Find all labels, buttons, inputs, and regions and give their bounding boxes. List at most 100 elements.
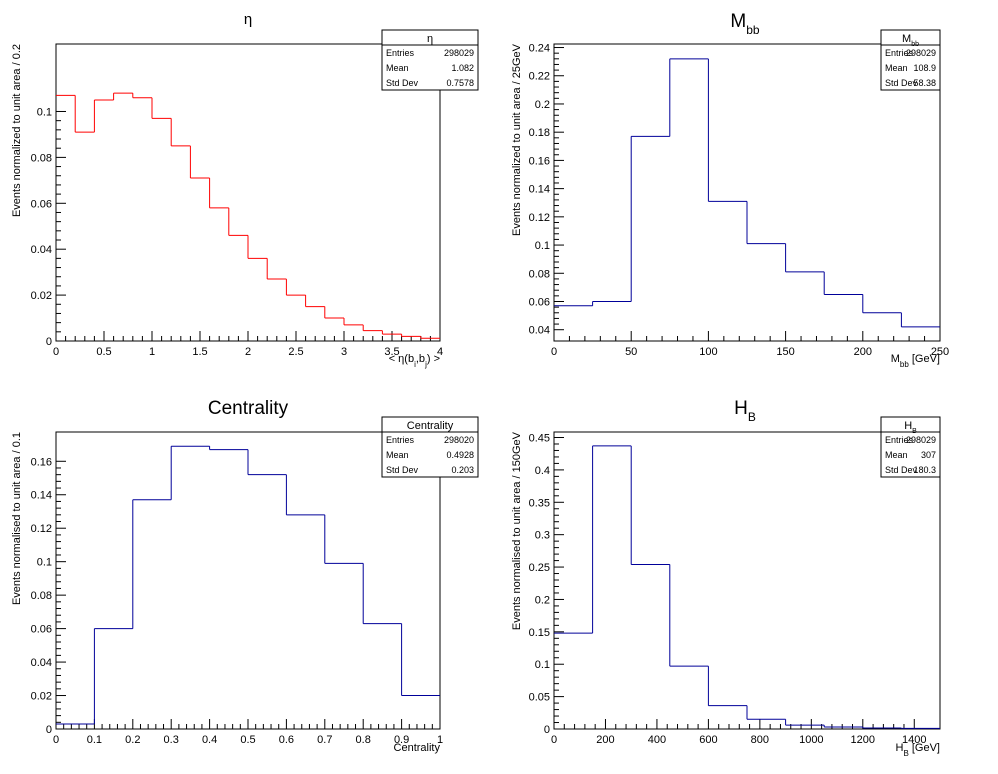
y-tick-label: 0.04: [529, 325, 550, 337]
stats-box: Centrality Entries 298020 Mean 0.4928 Std Dev…: [381, 416, 479, 478]
stats-box-frame: [880, 416, 941, 478]
x-tick-label: 0.8: [356, 734, 371, 746]
y-tick-label: 0.04: [31, 657, 52, 669]
y-tick-label: 0.16: [529, 155, 550, 167]
stats-value: 1.082: [451, 63, 474, 73]
stats-key: Mean: [386, 450, 409, 460]
x-tick-label: 100: [699, 346, 717, 358]
stats-box-frame: [381, 29, 479, 91]
y-tick-label: 0.02: [31, 691, 52, 703]
x-tick-label: 2.5: [288, 346, 303, 358]
y-tick-label: 0.12: [529, 212, 550, 224]
stats-value: 180.3: [913, 465, 936, 475]
x-tick-label: 0.6: [279, 734, 294, 746]
y-tick-label: 0.08: [31, 152, 52, 164]
x-tick-label: 0.1: [87, 734, 102, 746]
y-tick-label: 0.35: [529, 497, 550, 509]
stats-key: Entries: [885, 48, 914, 58]
y-tick-label: 0.14: [529, 184, 550, 196]
stats-box-title: η: [427, 33, 433, 45]
x-tick-label: 4: [437, 346, 443, 358]
chart-panel-4: 0 0.05 0.1 0.15 0.2 0.25 0.3 0.35 0.4 0.45 0 200 400…: [511, 398, 941, 758]
stats-key: Entries: [885, 435, 914, 445]
chart-panel-3: 00.020.040.060.080.10.120.140.160 0.1 0.2 0…: [11, 398, 479, 754]
x-tick-label: 0.9: [394, 734, 409, 746]
x-axis-label: Centrality: [394, 742, 441, 754]
stats-value: 0.203: [451, 465, 474, 475]
stats-key: Mean: [885, 63, 908, 73]
stats-value: 58.38: [913, 78, 936, 88]
stats-key: Std Dev: [386, 78, 419, 88]
x-tick-label: 1: [149, 346, 155, 358]
y-tick-label: 0.1: [37, 557, 52, 569]
stats-box-frame: [381, 416, 479, 478]
plot-frame: [553, 43, 941, 342]
stats-box: η Entries 298029 Mean 1.082 Std Dev 0.7578: [381, 29, 479, 91]
y-tick-label: 0.16: [31, 456, 52, 468]
x-tick-label: 800: [751, 734, 769, 746]
x-tick-label: 1000: [799, 734, 823, 746]
y-tick-label: 0.1: [535, 240, 550, 252]
stats-key: Mean: [386, 63, 409, 73]
y-tick-label: 0.2: [535, 99, 550, 111]
y-tick-label: 0.12: [31, 523, 52, 535]
chart-title: Centrality: [208, 398, 289, 419]
stats-box-title: Mbb: [902, 33, 919, 48]
chart-title: η: [244, 11, 252, 28]
y-tick-label: 0.1: [535, 659, 550, 671]
x-tick-label: 600: [699, 734, 717, 746]
y-tick-label: 0.45: [529, 433, 550, 445]
stats-key: Entries: [386, 48, 415, 58]
y-tick-label: 0.25: [529, 562, 550, 574]
y-tick-label: 0.06: [31, 198, 52, 210]
y-tick-label: 0.14: [31, 490, 52, 502]
y-tick-label: 0.18: [529, 127, 550, 139]
stats-value: 0.7578: [446, 78, 474, 88]
x-tick-label: 1.5: [192, 346, 207, 358]
x-tick-label: 250: [931, 346, 949, 358]
stats-key: Std Dev: [885, 465, 918, 475]
y-axis-label: Events normalised to unit area / 150GeV: [511, 431, 523, 630]
y-tick-label: 0.24: [529, 43, 550, 55]
stats-key: Entries: [386, 435, 415, 445]
stats-key: Std Dev: [885, 78, 918, 88]
x-tick-label: 200: [596, 734, 614, 746]
x-axis-label: HB [GeV]: [896, 742, 940, 758]
x-tick-label: 0: [551, 734, 557, 746]
y-tick-label: 0: [544, 724, 550, 736]
y-tick-label: 0: [46, 724, 52, 736]
x-tick-label: 2: [245, 346, 251, 358]
x-tick-label: 0.3: [164, 734, 179, 746]
x-tick-label: 50: [625, 346, 637, 358]
y-tick-label: 0.1: [37, 106, 52, 118]
y-axis-label: Events normalized to unit area / 25GeV: [511, 43, 523, 236]
x-tick-label: 400: [648, 734, 666, 746]
y-tick-label: 0.15: [529, 627, 550, 639]
x-tick-label: 0.5: [240, 734, 255, 746]
y-tick-label: 0.06: [529, 296, 550, 308]
x-axis-label: Mbb [GeV]: [891, 353, 940, 369]
stats-key: Std Dev: [386, 465, 419, 475]
stats-value: 298029: [906, 48, 936, 58]
stats-box-frame: [880, 29, 941, 91]
x-tick-label: 1200: [851, 734, 875, 746]
x-tick-label: 0: [53, 734, 59, 746]
chart-title: Mbb: [730, 11, 760, 37]
y-tick-label: 0.08: [31, 590, 52, 602]
y-tick-label: 0.08: [529, 268, 550, 280]
y-tick-label: 0.04: [31, 244, 52, 256]
x-tick-label: 3: [341, 346, 347, 358]
stats-value: 108.9: [913, 63, 936, 73]
y-tick-label: 0: [46, 336, 52, 348]
stats-value: 307: [921, 450, 936, 460]
y-axis-label: Events normalised to unit area / 0.1: [11, 432, 23, 605]
stats-value: 298029: [444, 48, 474, 58]
x-tick-label: 0: [551, 346, 557, 358]
y-tick-label: 0.22: [529, 71, 550, 83]
y-axis-label: Events normalized to unit area / 0.2: [11, 44, 23, 217]
y-tick-label: 0.4: [535, 465, 550, 477]
stats-value: 0.4928: [446, 450, 474, 460]
